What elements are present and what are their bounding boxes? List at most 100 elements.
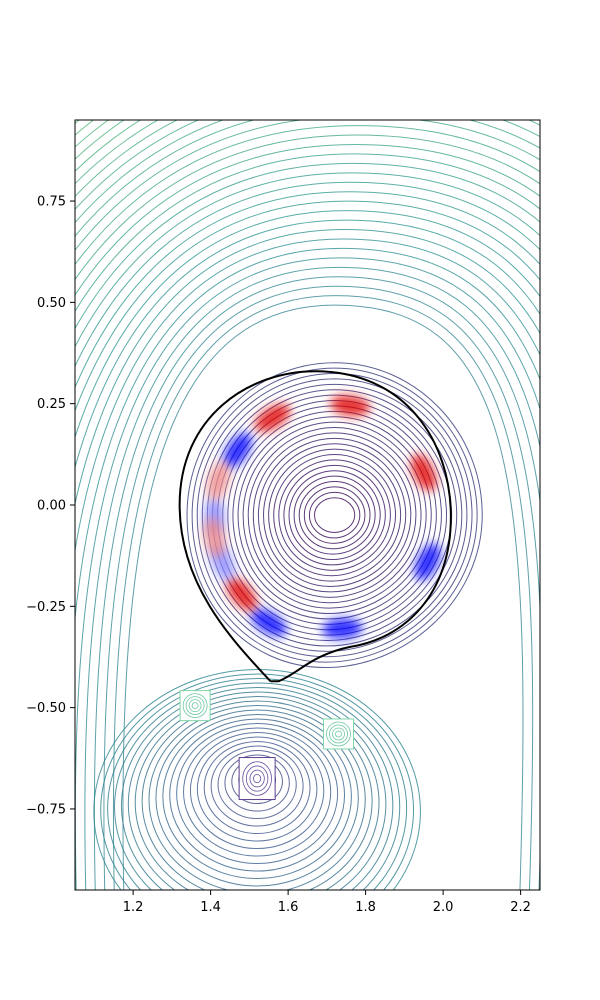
x-axis: 1.2 1.4 1.6 1.8 2.0 2.2 (123, 890, 531, 915)
perturbation-lobe (414, 543, 441, 581)
flux-contour-inner (201, 378, 468, 652)
y-tick-label: 0.00 (37, 499, 66, 514)
coil-contour (185, 696, 205, 716)
flux-contour-outer (75, 200, 540, 413)
flux-contour-coil (217, 750, 297, 820)
y-axis: 0.75 0.50 0.25 0.00 −0.25 −0.50 −0.75 (26, 195, 75, 817)
flux-contour-inner (293, 475, 376, 555)
separatrix (178, 370, 452, 683)
coil (323, 718, 354, 750)
x-tick-label: 1.8 (355, 900, 376, 915)
perturbation-lobes (204, 395, 441, 639)
coil-contour (335, 730, 342, 738)
flux-contour-inner (268, 448, 402, 582)
flux-contour-outer (75, 181, 540, 368)
coil-contour (191, 702, 199, 710)
flux-contour-outer (75, 238, 540, 554)
flux-contour-coil (224, 754, 290, 812)
coil-contour (182, 693, 208, 719)
flux-contour-outer (75, 210, 540, 439)
flux-contour-coil (155, 709, 359, 887)
flux-contour-inner (283, 464, 386, 566)
coil-contour (249, 769, 265, 788)
flux-contour-inner (257, 437, 412, 593)
flux-contour-outer (75, 247, 540, 624)
y-tick-label: 0.25 (37, 397, 66, 412)
flux-contour-coil (148, 705, 366, 890)
flux-contour-inner (247, 427, 422, 604)
flux-contour-inner (252, 432, 417, 598)
flux-contour-coil (210, 745, 304, 827)
separatrix-line (178, 370, 452, 683)
flux-contour-outer (75, 125, 540, 266)
x-tick-label: 1.6 (278, 900, 299, 915)
flux-contour-coil (114, 682, 401, 890)
coil-contour (253, 773, 262, 784)
flux-contour-inner (196, 373, 473, 658)
coil (179, 690, 211, 722)
perturbation-lobe (226, 577, 257, 611)
flux-contour-outer (75, 153, 540, 313)
flux-contour-inner (237, 416, 432, 615)
flux-contour-coil (141, 700, 373, 890)
flux-contour-coil (196, 736, 318, 842)
perturbation-lobe (254, 404, 291, 432)
flux-contour-outer (75, 229, 540, 507)
perturbation-lobe (322, 618, 363, 639)
coil-contour (188, 699, 202, 713)
flux-contour-inner (298, 481, 371, 550)
flux-contour-coil (120, 687, 394, 890)
y-tick-label: 0.50 (37, 296, 66, 311)
y-tick-label: −0.25 (26, 600, 66, 615)
flux-contour-outer (75, 162, 540, 330)
coil-contour (329, 724, 348, 744)
coil-regions (179, 690, 354, 801)
flux-contour-coil (127, 691, 387, 890)
flux-contour-outer (84, 266, 540, 890)
flux-contour-inner (303, 486, 366, 544)
flux-contour-inner (308, 491, 361, 539)
flux-contour-outer (122, 304, 524, 890)
flux-contour-inner (191, 367, 478, 663)
x-tick-label: 2.0 (433, 900, 454, 915)
flux-contour-outer (75, 257, 540, 890)
flux-contour-inner (278, 459, 391, 571)
coil-contour (332, 727, 345, 741)
perturbation-lobe (330, 395, 370, 417)
flux-contour-inner (263, 443, 407, 588)
flux-contour-coil (107, 678, 408, 890)
flux-contour-inner (288, 470, 381, 561)
flux-contour-outer (75, 172, 540, 349)
perturbation-lobe (207, 461, 230, 501)
flux-contour-coil (176, 723, 339, 865)
coil-contour (245, 765, 269, 792)
flux-contour-inner (232, 410, 437, 620)
plot-area (75, 120, 540, 890)
perturbation-lobe (204, 517, 225, 558)
x-tick-label: 1.4 (200, 900, 221, 915)
flux-contour-coil (189, 732, 325, 850)
flux-contour-outer (75, 134, 540, 281)
flux-contour-coil (93, 669, 421, 890)
flux-contour-outer (75, 219, 540, 470)
flux-contour-inner (186, 362, 483, 669)
coil-contour (326, 721, 351, 747)
flux-contour-coil (134, 696, 380, 890)
coil (238, 757, 276, 801)
x-tick-label: 2.2 (510, 900, 531, 915)
y-tick-label: 0.75 (37, 195, 66, 210)
flux-contour-coil (162, 714, 352, 880)
coil-contour (242, 761, 272, 796)
flux-contour-coil (100, 673, 414, 890)
flux-contour-outer (112, 295, 534, 890)
flux-contour-coil (203, 741, 311, 835)
y-tick-label: −0.50 (26, 701, 66, 716)
perturbation-lobe (250, 609, 287, 637)
flux-contour-coil (169, 718, 346, 872)
perturbation-lobe (411, 454, 437, 492)
flux-contour-outer (93, 276, 540, 890)
perturbation-lobe (223, 432, 252, 468)
y-tick-label: −0.75 (26, 802, 66, 817)
flux-contour-outer (103, 285, 540, 890)
